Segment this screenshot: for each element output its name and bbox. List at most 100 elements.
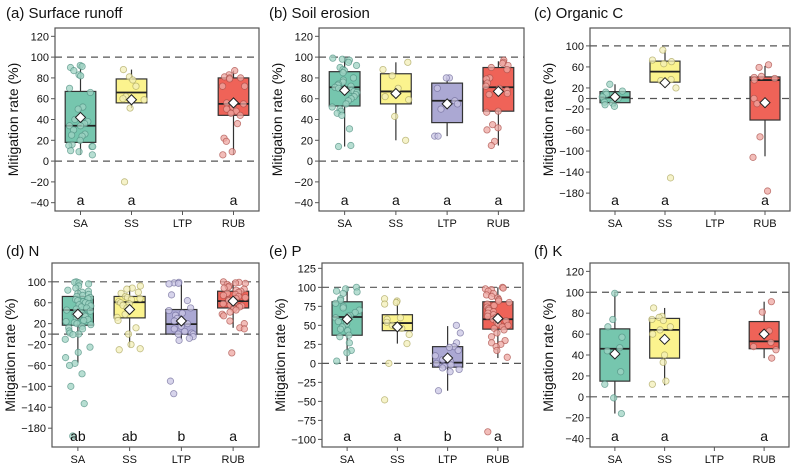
y-tick-label: −50 — [297, 396, 316, 408]
data-point — [65, 361, 74, 370]
data-point — [239, 100, 248, 108]
data-point — [431, 352, 439, 360]
data-point — [225, 75, 234, 83]
y-tick-label: 0 — [43, 156, 49, 168]
data-point — [223, 105, 231, 113]
data-point — [493, 346, 501, 355]
mean-marker — [492, 312, 504, 325]
data-point — [167, 291, 176, 299]
data-point — [405, 96, 413, 104]
panel--e-p: (e) P Mitigation rate (%) 125 100 75 50 25 0 −25… — [269, 243, 524, 466]
data-point — [227, 109, 235, 117]
data-point — [381, 93, 389, 101]
data-point — [240, 82, 249, 90]
x-tick-label: SA — [608, 218, 623, 230]
significance-letter: a — [661, 192, 669, 208]
box-sa: a — [331, 283, 363, 444]
data-point — [78, 62, 86, 71]
data-point — [666, 323, 674, 331]
data-point — [334, 317, 342, 326]
data-point — [67, 147, 75, 155]
mean-marker — [759, 96, 771, 109]
data-point — [119, 95, 127, 103]
box-sa: ab — [61, 278, 95, 444]
data-point — [611, 289, 619, 297]
data-point — [494, 107, 502, 115]
data-point — [484, 312, 492, 320]
y-tick-label: 20 — [37, 135, 49, 147]
y-tick-label: −20 — [565, 104, 584, 116]
data-point — [336, 325, 345, 333]
y-axis-label: Mitigation rate (%) — [5, 63, 21, 177]
significance-letter: ab — [70, 428, 86, 444]
y-tick-label: −25 — [297, 377, 316, 389]
y-axis-label: Mitigation rate (%) — [540, 63, 556, 177]
significance-letter: b — [444, 428, 452, 444]
x-tick-label: SA — [340, 454, 355, 466]
data-point — [332, 299, 340, 307]
y-tick-label: 0 — [307, 156, 313, 168]
data-point — [345, 331, 353, 339]
data-point — [119, 65, 128, 74]
y-tick-label: −20 — [27, 340, 46, 352]
y-axis-label: Mitigation rate (%) — [2, 298, 18, 412]
y-tick-label: 50 — [304, 320, 316, 332]
data-point — [332, 287, 341, 295]
data-point — [232, 306, 240, 314]
data-point — [483, 108, 491, 116]
data-point — [753, 100, 761, 108]
data-point — [87, 321, 95, 329]
data-point — [385, 359, 393, 367]
y-tick-label: 60 — [572, 62, 584, 74]
data-point — [70, 67, 78, 75]
x-tick-label: SA — [337, 218, 352, 230]
data-point — [187, 304, 195, 312]
data-point — [120, 178, 129, 186]
y-tick-label: 0 — [310, 358, 316, 370]
significance-letter: a — [443, 192, 451, 208]
data-point — [656, 326, 664, 334]
x-tick-label: LTP — [705, 218, 724, 230]
data-point — [383, 318, 391, 326]
data-point — [166, 377, 175, 385]
y-tick-label: 20 — [572, 371, 584, 383]
significance-letter: a — [229, 428, 237, 444]
significance-letter: a — [761, 192, 769, 208]
mean-marker — [72, 308, 84, 320]
data-point — [503, 89, 511, 98]
data-point — [453, 100, 462, 108]
data-point — [648, 380, 656, 388]
y-tick-label: 60 — [34, 298, 46, 310]
data-point — [74, 348, 82, 356]
data-point — [75, 148, 83, 156]
data-point — [226, 317, 234, 325]
box-sa: a — [64, 61, 97, 208]
data-point — [494, 297, 503, 305]
x-tick-label: RUB — [753, 218, 776, 230]
data-point — [662, 377, 670, 385]
data-point — [62, 354, 70, 362]
data-point — [396, 314, 405, 322]
data-point — [241, 293, 249, 302]
y-axis-label: Mitigation rate (%) — [269, 63, 285, 177]
data-point — [233, 120, 242, 128]
data-point — [338, 111, 346, 119]
y-tick-label: 20 — [34, 319, 46, 331]
y-tick-label: −75 — [297, 415, 316, 427]
y-tick-label: 60 — [572, 329, 584, 341]
data-point — [758, 308, 766, 316]
y-tick-label: 100 — [31, 52, 49, 64]
box-rub: a — [481, 283, 514, 444]
data-point — [609, 315, 617, 324]
mean-marker — [74, 111, 87, 124]
mean-marker — [227, 97, 240, 109]
data-point — [132, 82, 140, 90]
significance-letter: a — [393, 428, 401, 444]
significance-letter: a — [77, 192, 85, 208]
significance-letter: a — [128, 192, 136, 208]
data-point — [185, 334, 193, 342]
data-point — [353, 288, 361, 296]
mean-marker — [125, 94, 138, 106]
data-point — [136, 294, 144, 303]
data-point — [433, 84, 441, 92]
